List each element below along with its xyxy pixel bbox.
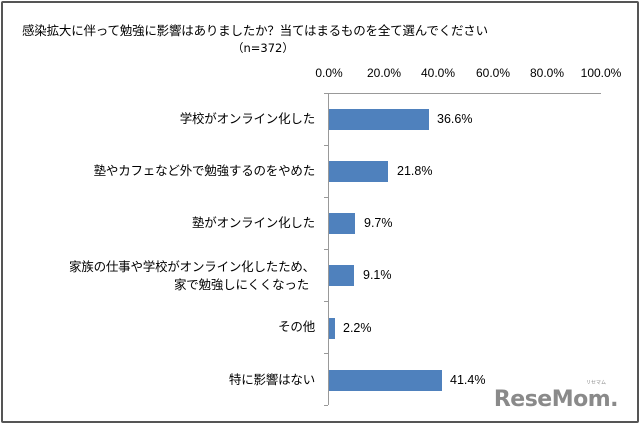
chart-subtitle: （n=372） (232, 41, 294, 55)
x-tick: 100.0% (580, 66, 622, 80)
watermark-kana: リセマム (585, 380, 606, 386)
category-label: 特に影響はない (228, 372, 315, 387)
x-axis-ticks: 0.0% 20.0% 40.0% 60.0% 80.0% 100.0% (0, 66, 640, 82)
chart-title: 感染拡大に伴って勉強に影響はありましたか？当てはまるものを全て選んでください (22, 23, 488, 38)
y-tick (324, 249, 328, 250)
category-label: 塾やカフェなど外で勉強するのをやめた (93, 163, 316, 178)
y-axis-line (328, 93, 329, 405)
data-label: 21.8% (397, 164, 433, 178)
data-label: 9.1% (363, 268, 392, 282)
category-label: 塾がオンライン化した (191, 215, 315, 230)
y-tick (324, 197, 328, 198)
category-label: その他 (278, 319, 315, 334)
y-tick (324, 405, 328, 406)
x-tick: 20.0% (366, 66, 402, 80)
y-tick (324, 93, 328, 94)
y-tick (324, 301, 328, 302)
x-tick: 80.0% (529, 66, 565, 80)
bar (329, 109, 429, 130)
bar (329, 161, 388, 182)
x-tick: 60.0% (475, 66, 511, 80)
y-tick (324, 145, 328, 146)
data-label: 9.7% (364, 216, 393, 230)
x-tick: 0.0% (315, 66, 343, 80)
data-label: 41.4% (450, 373, 486, 387)
data-label: 2.2% (343, 321, 372, 335)
resemom-logo: ReseMom. (493, 387, 619, 412)
x-tick: 40.0% (420, 66, 456, 80)
y-tick (324, 353, 328, 354)
bar (329, 318, 335, 339)
bar (329, 213, 355, 234)
category-label: 家族の仕事や学校がオンライン化したため、 家で勉強しにくくなった (69, 258, 315, 294)
category-label-line2: 家で勉強しにくくなった (173, 277, 309, 292)
x-axis-line (328, 93, 601, 94)
category-label-line1: 家族の仕事や学校がオンライン化したため、 (68, 259, 315, 274)
bar (329, 370, 442, 391)
bar (329, 265, 354, 286)
category-label: 学校がオンライン化した (179, 111, 316, 126)
data-label: 36.6% (437, 112, 473, 126)
